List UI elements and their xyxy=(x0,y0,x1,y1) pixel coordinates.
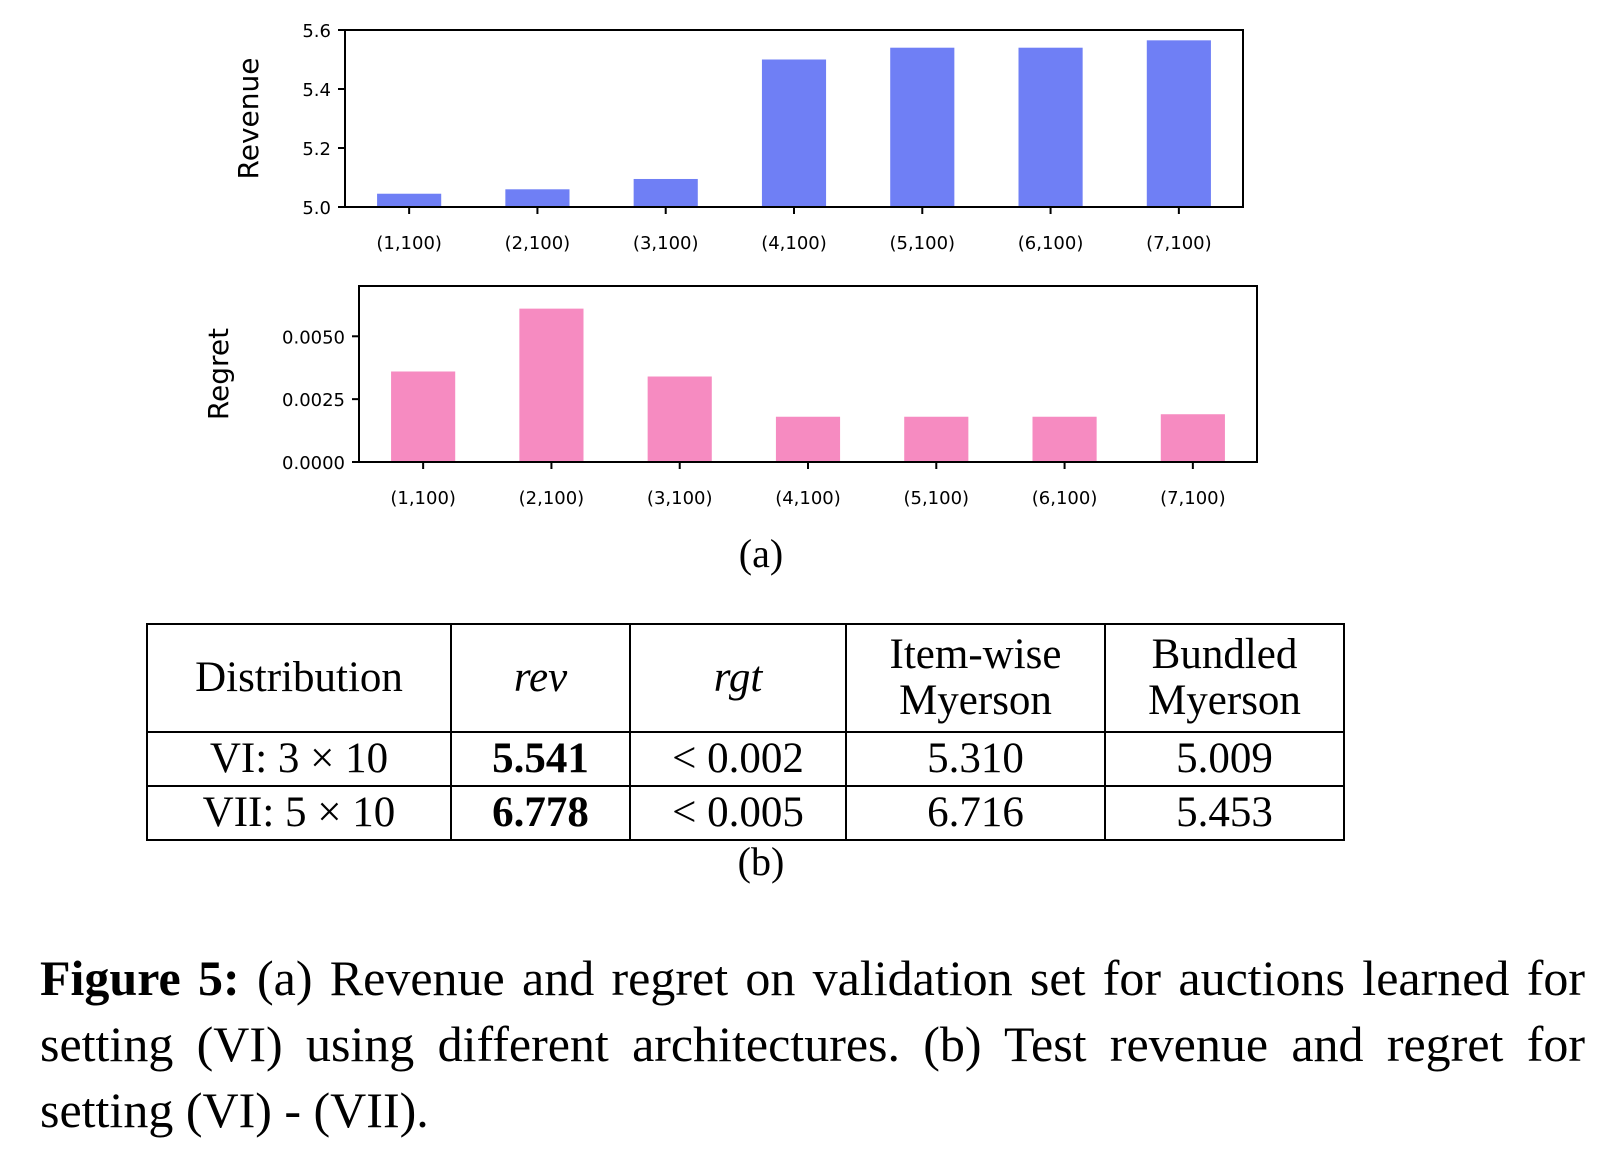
subcaption-b: (b) xyxy=(737,839,785,884)
y-tick-label: 5.6 xyxy=(302,21,331,42)
x-tick-label: (1,100) xyxy=(376,233,442,254)
bar xyxy=(1018,47,1083,208)
cell-rgt: < 0.005 xyxy=(629,785,847,841)
bar xyxy=(1160,414,1225,462)
x-tick-label: (2,100) xyxy=(519,488,585,509)
header-distribution: Distribution xyxy=(146,623,452,733)
bar xyxy=(519,308,584,462)
header-itemwise-line2: Myerson xyxy=(899,677,1052,724)
bar xyxy=(633,178,698,207)
bar xyxy=(377,193,442,207)
x-tick-label: (5,100) xyxy=(903,488,969,509)
cell-rev: 6.778 xyxy=(450,785,631,841)
y-tick-label: 5.4 xyxy=(302,80,331,101)
table-header-row: Distribution rev rgt Item-wise Myerson B… xyxy=(146,623,1345,733)
x-tick-label: (7,100) xyxy=(1160,488,1226,509)
bar xyxy=(775,416,841,462)
cell-itemwise: 6.716 xyxy=(845,785,1106,841)
caption-text: (a) Revenue and regret on validation set… xyxy=(40,950,1586,1138)
cell-itemwise: 5.310 xyxy=(845,731,1106,787)
header-bundled-line2: Myerson xyxy=(1148,677,1301,724)
x-tick-label: (3,100) xyxy=(647,488,713,509)
y-tick-label: 5.2 xyxy=(302,139,331,160)
y-tick-label: 0.0050 xyxy=(282,327,345,348)
header-itemwise-myerson: Item-wise Myerson xyxy=(845,623,1106,733)
cell-bundled: 5.453 xyxy=(1104,785,1345,841)
header-rgt: rgt xyxy=(629,623,847,733)
bar xyxy=(1032,416,1097,462)
x-tick-label: (2,100) xyxy=(505,233,571,254)
cell-dist: VII: 5 × 10 xyxy=(146,785,452,841)
x-tick-label: (6,100) xyxy=(1032,488,1098,509)
header-rev: rev xyxy=(450,623,631,733)
x-tick-label: (3,100) xyxy=(633,233,699,254)
header-bundled-line1: Bundled xyxy=(1151,631,1298,678)
header-bundled-myerson: Bundled Myerson xyxy=(1104,623,1345,733)
regret-chart: (1,100) (2,100) (3,100) (4,100) (5,100) (6,10… xyxy=(202,285,1258,509)
x-tick-label: (6,100) xyxy=(1018,233,1084,254)
table-row: VI: 3 × 10 5.541 < 0.002 5.310 5.009 xyxy=(146,731,1345,787)
cell-rgt: < 0.002 xyxy=(629,731,847,787)
y-tick-label: 0.0000 xyxy=(282,453,345,474)
x-tick-label: (7,100) xyxy=(1146,233,1212,254)
bar xyxy=(761,59,827,207)
y-tick-label: 5.0 xyxy=(302,198,331,219)
subcaption-a: (a) xyxy=(738,531,784,576)
cell-dist: VI: 3 × 10 xyxy=(146,731,452,787)
results-table: Distribution rev rgt Item-wise Myerson B… xyxy=(146,623,1345,841)
x-tick-label: (5,100) xyxy=(889,233,955,254)
table-row: VII: 5 × 10 6.778 < 0.005 6.716 5.453 xyxy=(146,785,1345,841)
cell-rev: 5.541 xyxy=(450,731,631,787)
figure-charts: (1,100) (2,100) (3,100) (4,100) (5,100) (6,10… xyxy=(202,21,1258,509)
y-axis-label: Revenue xyxy=(232,58,265,180)
bar xyxy=(647,376,712,462)
bar xyxy=(904,416,969,462)
header-itemwise-line1: Item-wise xyxy=(889,631,1062,678)
revenue-chart: (1,100) (2,100) (3,100) (4,100) (5,100) (6,10… xyxy=(232,21,1244,254)
figure-caption: Figure 5: (a) Revenue and regret on vali… xyxy=(40,945,1585,1143)
cell-bundled: 5.009 xyxy=(1104,731,1345,787)
x-tick-label: (4,100) xyxy=(775,488,841,509)
x-tick-label: (4,100) xyxy=(761,233,827,254)
y-axis-label: Regret xyxy=(202,328,235,420)
x-tick-label: (1,100) xyxy=(390,488,456,509)
bar xyxy=(505,189,570,207)
bar xyxy=(890,47,955,208)
bar xyxy=(391,371,456,462)
caption-label: Figure 5: xyxy=(40,950,240,1006)
bar xyxy=(1146,40,1211,208)
y-tick-label: 0.0025 xyxy=(282,390,345,411)
